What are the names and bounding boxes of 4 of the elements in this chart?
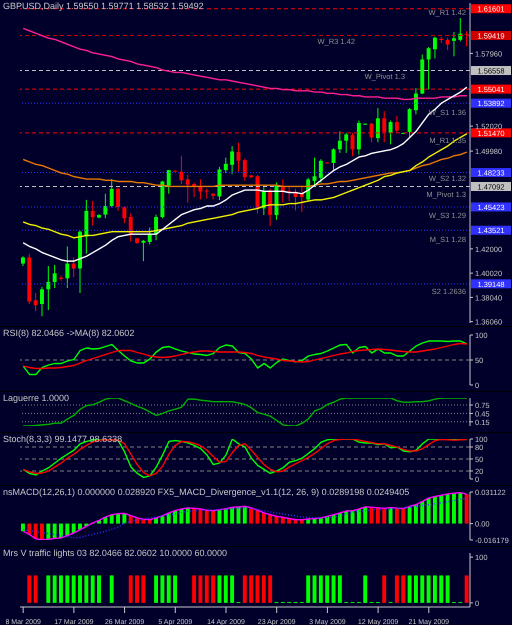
chart-title: Laguerre 1.0000 <box>3 393 70 404</box>
chart-title: nsMACD(12,26,1) 0.000000 0.028920 FX5_MACD_Divergence_v1.1(12, 26, 9) 0.0289198 0.0249405 <box>3 487 410 498</box>
chart-title: RSI(8) 82.0466 ->MA(8) 82.0602 <box>3 328 134 339</box>
chart-title: Mrs V traffic lights 03 82.0466 82.0602 10.0000 60.0000 <box>3 548 227 559</box>
